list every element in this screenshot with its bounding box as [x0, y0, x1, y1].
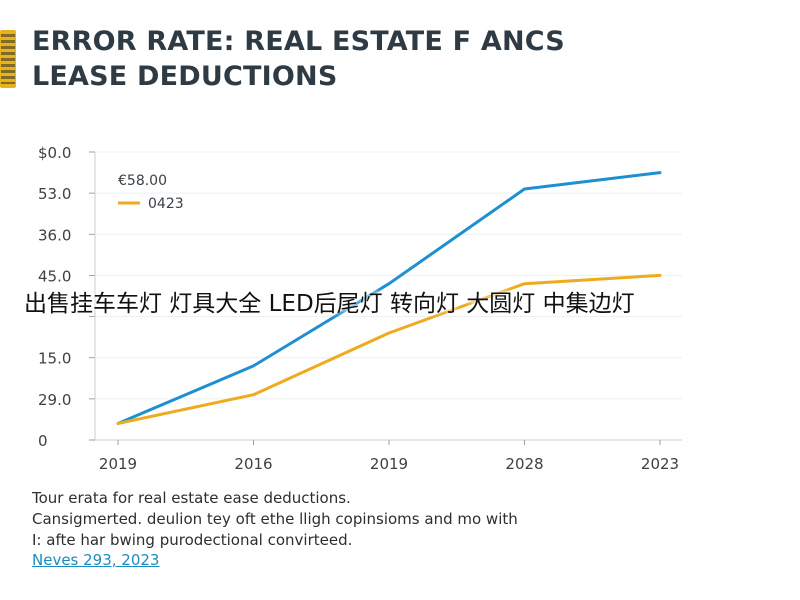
source-link[interactable]: Neves 293, 2023 — [32, 551, 160, 569]
x-tick-label: 2019 — [370, 455, 408, 473]
x-tick-label: 2023 — [641, 455, 679, 473]
y-tick-label: 0 — [38, 432, 48, 450]
overlay-banner-text: 出售挂车车灯 灯具大全 LED后尾灯 转向灯 大圆灯 中集边灯 — [24, 291, 635, 317]
y-tick-label: 29.0 — [38, 391, 71, 409]
x-tick-label: 2019 — [99, 455, 137, 473]
caption: Tour erata for real estate ease deductio… — [32, 488, 752, 551]
x-tick-label: 2028 — [505, 455, 543, 473]
caption-line: I: afte har bwing purodectional convirte… — [32, 531, 353, 549]
series-line — [116, 171, 662, 425]
legend-label: €58.00 — [118, 173, 167, 189]
logo-strip — [0, 30, 16, 88]
y-tick-label: 45.0 — [38, 267, 71, 285]
caption-line: Cansigmerted. deulion tey oft ethe lligh… — [32, 510, 518, 528]
legend-label: 0423 — [148, 196, 184, 212]
logo-mark — [1, 34, 15, 84]
y-tick-label: 36.0 — [38, 226, 71, 244]
chart-title: ERROR RATE: REAL ESTATE F ANCS LEASE DED… — [32, 26, 565, 92]
x-tick-label: 2016 — [234, 455, 272, 473]
y-tick-label: 15.0 — [38, 350, 71, 368]
line-chart: 0 29.0 15.0 45.0 36.0 53.0 $0.0 2019 2016 2019 202… — [38, 144, 682, 473]
chart-area: 0 29.0 15.0 45.0 36.0 53.0 $0.0 2019 2016 2019 202… — [0, 130, 800, 475]
y-tick-label: $0.0 — [38, 144, 71, 162]
caption-line: Tour erata for real estate ease deductio… — [32, 489, 351, 507]
series-line — [116, 273, 662, 425]
y-tick-label: 53.0 — [38, 185, 71, 203]
